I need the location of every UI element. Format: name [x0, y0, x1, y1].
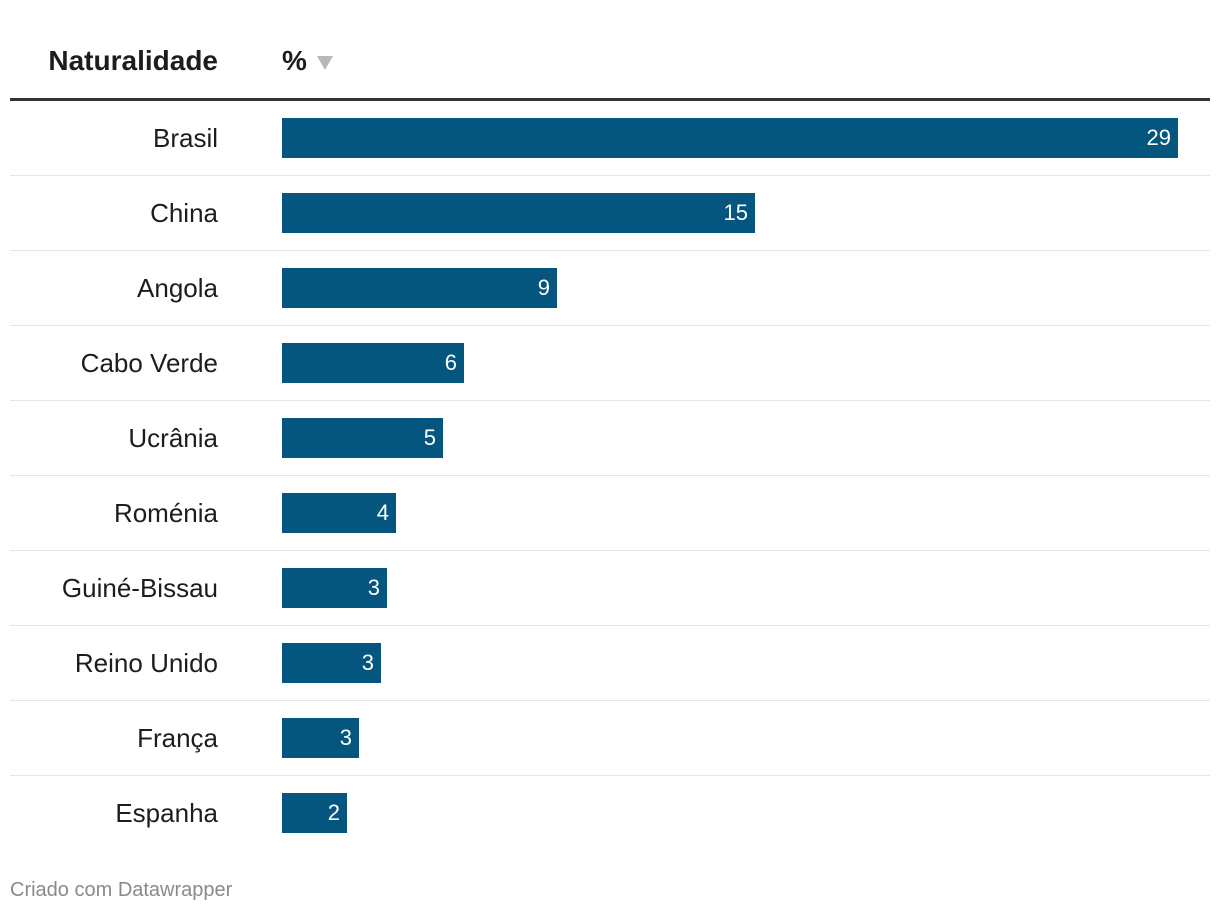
table-row: Reino Unido 3 [10, 626, 1210, 701]
bar-track: 3 [282, 718, 1178, 758]
row-label: Cabo Verde [80, 348, 218, 378]
row-label: Espanha [115, 798, 218, 828]
row-label: Roménia [113, 498, 218, 528]
bar-value-label: 9 [537, 275, 550, 300]
row-label: Guiné-Bissau [61, 573, 218, 603]
header-percent-label: % [282, 45, 307, 76]
bar-value-label: 3 [339, 725, 352, 750]
table-row: Brasil 29 [10, 101, 1210, 176]
bar: 3 [282, 718, 359, 758]
bar-value-label: 5 [423, 425, 436, 450]
bar: 9 [282, 268, 557, 308]
table-row: Angola 9 [10, 251, 1210, 326]
bar-value-label: 3 [361, 650, 374, 675]
bar-value-label: 15 [723, 200, 748, 225]
row-label: Ucrânia [128, 423, 218, 453]
table-row: China 15 [10, 176, 1210, 251]
bar-track: 6 [282, 343, 1178, 383]
table-row: França 3 [10, 701, 1210, 776]
bar: 29 [282, 118, 1178, 158]
table-row: Ucrânia 5 [10, 401, 1210, 476]
bar-value-label: 29 [1146, 125, 1171, 150]
bar-track: 5 [282, 418, 1178, 458]
table-row: Espanha 2 [10, 776, 1210, 850]
bar-track: 9 [282, 268, 1178, 308]
datawrapper-credit[interactable]: Criado com Datawrapper [10, 879, 233, 901]
bar-track: 4 [282, 493, 1178, 533]
bar-value-label: 2 [327, 800, 340, 825]
header-naturalidade[interactable]: Naturalidade [48, 45, 218, 76]
header-percent[interactable]: % [282, 45, 333, 77]
bar-table: Naturalidade % Brasil 29 China 15 Angola 9 Cab… [10, 30, 1210, 850]
bar-track: 2 [282, 793, 1178, 833]
table-row: Cabo Verde 6 [10, 326, 1210, 401]
table-body: Brasil 29 China 15 Angola 9 Cabo Verde 6 Ucrânia… [10, 101, 1210, 850]
bar: 6 [282, 343, 464, 383]
sort-descending-icon[interactable] [316, 56, 333, 70]
bar: 3 [282, 568, 387, 608]
bar-value-label: 4 [376, 500, 389, 525]
bar: 15 [282, 193, 755, 233]
row-label: Reino Unido [74, 648, 218, 678]
table-header: Naturalidade % [10, 30, 1210, 101]
table-row: Roménia 4 [10, 476, 1210, 551]
bar: 3 [282, 643, 381, 683]
bar: 2 [282, 793, 347, 833]
bar-value-label: 6 [444, 350, 457, 375]
bar-track: 3 [282, 643, 1178, 683]
bar-track: 15 [282, 193, 1178, 233]
table-row: Guiné-Bissau 3 [10, 551, 1210, 626]
row-label: Angola [137, 273, 218, 303]
bar-value-label: 3 [367, 575, 380, 600]
bar: 4 [282, 493, 396, 533]
row-label: França [137, 723, 218, 753]
bar-track: 3 [282, 568, 1178, 608]
row-label: Brasil [152, 123, 218, 153]
bar-track: 29 [282, 118, 1178, 158]
row-label: China [150, 198, 218, 228]
bar: 5 [282, 418, 443, 458]
